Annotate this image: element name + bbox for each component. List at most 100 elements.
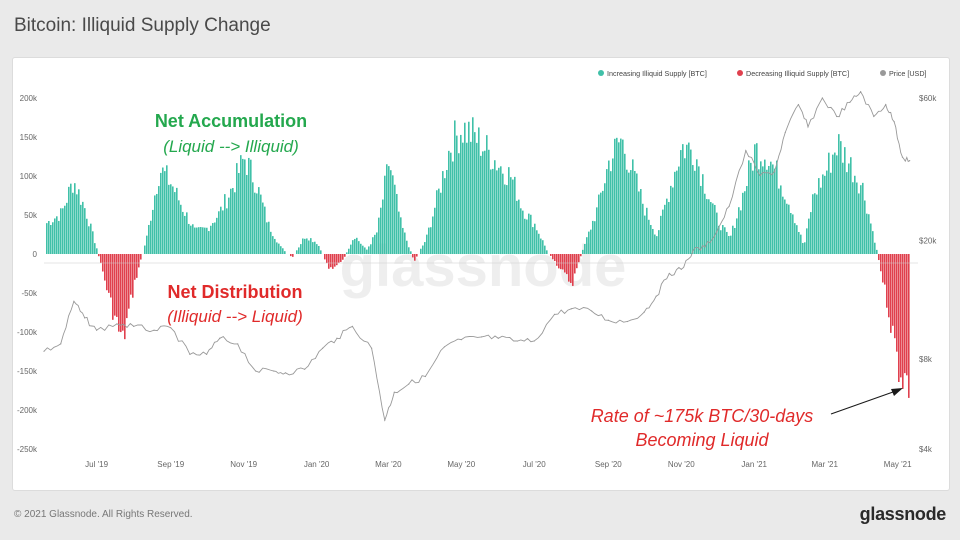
supply-bar [214, 222, 216, 254]
supply-bar [154, 195, 156, 254]
supply-bar [584, 243, 586, 254]
supply-bar [644, 215, 646, 254]
supply-bar [450, 152, 452, 254]
supply-bar [768, 165, 770, 254]
supply-bar [888, 254, 890, 318]
supply-bar [882, 254, 884, 283]
supply-bar [372, 237, 374, 254]
supply-bar [814, 193, 816, 254]
supply-bar [550, 254, 552, 256]
supply-bar [818, 178, 820, 254]
supply-bar [592, 220, 594, 254]
supply-bar [136, 254, 138, 278]
supply-bar [868, 214, 870, 254]
supply-bar [168, 184, 170, 254]
supply-bar [804, 242, 806, 254]
legend-swatch [880, 70, 886, 76]
supply-bar [112, 254, 114, 320]
supply-bar [440, 192, 442, 254]
supply-bar [752, 170, 754, 254]
legend-label[interactable]: Decreasing Illiquid Supply [BTC] [746, 69, 849, 78]
supply-bar [836, 155, 838, 254]
supply-bar [80, 204, 82, 254]
supply-bar [186, 212, 188, 254]
supply-bar [406, 240, 408, 254]
supply-bar [678, 166, 680, 254]
supply-bar [652, 228, 654, 254]
supply-bar [648, 219, 650, 254]
supply-bar [506, 185, 508, 254]
supply-bar [726, 231, 728, 254]
supply-bar [486, 135, 488, 254]
supply-bar [172, 186, 174, 254]
supply-bar [404, 232, 406, 254]
supply-bar [70, 183, 72, 254]
supply-bar [210, 225, 212, 254]
x-tick-label: May '21 [884, 460, 912, 469]
supply-bar [562, 254, 564, 270]
supply-bar [266, 222, 268, 254]
supply-bar [264, 206, 266, 254]
supply-bar [510, 177, 512, 254]
supply-bar [730, 235, 732, 254]
supply-bar [208, 231, 210, 254]
supply-bar [300, 244, 302, 254]
supply-bar [874, 242, 876, 254]
x-tick-label: Mar '21 [812, 460, 839, 469]
footer-copyright: © 2021 Glassnode. All Rights Reserved. [14, 509, 193, 520]
y-left-tick-label: 50k [24, 211, 38, 220]
price-line [43, 90, 910, 422]
supply-bar [218, 211, 220, 254]
supply-bar [370, 244, 372, 254]
supply-bar [688, 142, 690, 254]
supply-bar [716, 212, 718, 254]
supply-bar [758, 169, 760, 254]
supply-bar [50, 225, 52, 254]
supply-bar [498, 167, 500, 254]
illiquid-supply-chart: glassnode 200k150k100k50k0-50k-100k-150k… [17, 69, 937, 469]
annotation-arrowhead [891, 388, 903, 396]
legend-label[interactable]: Increasing Illiquid Supply [BTC] [607, 69, 707, 78]
legend-swatch [598, 70, 604, 76]
supply-bar [538, 233, 540, 254]
supply-bar [236, 163, 238, 254]
annotation-liquid-to-illiquid: (Liquid --> Illiquid) [163, 137, 299, 156]
supply-bar [226, 208, 228, 254]
supply-bar [290, 254, 292, 257]
supply-bar [82, 201, 84, 254]
supply-bar [458, 153, 460, 254]
supply-bar [316, 244, 318, 254]
supply-bar [422, 245, 424, 254]
supply-bar [660, 215, 662, 254]
supply-bar [420, 248, 422, 254]
supply-bar [482, 151, 484, 254]
supply-bar [380, 207, 382, 254]
supply-bar [720, 230, 722, 254]
supply-bar [666, 198, 668, 254]
supply-bar [826, 170, 828, 254]
page-title: Bitcoin: Illiquid Supply Change [14, 15, 271, 36]
legend-label[interactable]: Price [USD] [889, 69, 927, 78]
supply-bar [708, 199, 710, 254]
x-tick-label: Nov '19 [230, 460, 257, 469]
supply-bar [524, 218, 526, 254]
supply-bar [182, 211, 184, 254]
supply-bar [618, 142, 620, 254]
supply-bar [346, 252, 348, 254]
supply-bar [890, 254, 892, 333]
supply-bar [324, 254, 326, 260]
supply-bar [74, 183, 76, 254]
supply-bar [568, 254, 570, 282]
supply-bar [598, 194, 600, 254]
supply-bar [444, 178, 446, 254]
supply-bar [276, 242, 278, 254]
supply-bar [594, 221, 596, 254]
supply-bar [536, 230, 538, 254]
supply-bar [488, 149, 490, 254]
supply-bar [260, 194, 262, 254]
y-right-tick-label: $8k [919, 355, 933, 364]
supply-bar [830, 172, 832, 254]
x-tick-label: May '20 [447, 460, 475, 469]
supply-bar [822, 174, 824, 254]
supply-bar [634, 171, 636, 254]
